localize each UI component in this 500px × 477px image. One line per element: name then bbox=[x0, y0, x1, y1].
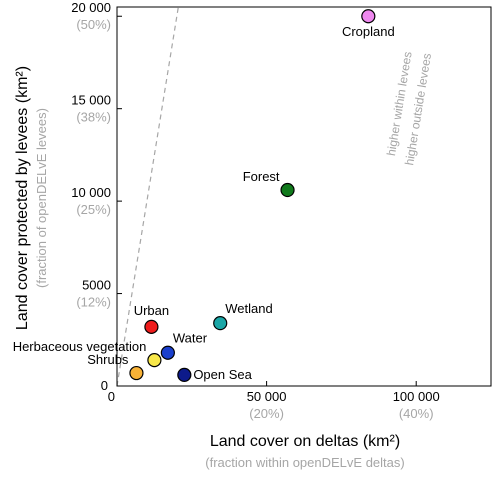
data-point bbox=[129, 365, 144, 381]
data-point-label: Urban bbox=[134, 303, 169, 318]
data-point bbox=[177, 367, 192, 383]
data-point-label: Open Sea bbox=[193, 367, 252, 382]
data-point-label: Wetland bbox=[225, 301, 272, 316]
y-tick-label: 15 000 bbox=[71, 93, 111, 108]
y-ticks: 0 5000 (12%) 10 000 (25%) 15 000 (38%) 20 000 (5… bbox=[71, 0, 122, 393]
data-point-label: Cropland bbox=[342, 24, 395, 39]
x-axis-sublabel: (fraction within openDELvE deltas) bbox=[205, 455, 404, 470]
x-tick-sublabel: (40%) bbox=[399, 406, 434, 421]
y-tick-label: 10 000 bbox=[71, 185, 111, 200]
plot-frame bbox=[116, 6, 492, 387]
x-tick-label: 0 bbox=[108, 389, 115, 404]
x-tick-label: 50 000 bbox=[247, 389, 287, 404]
data-point-label: Water bbox=[173, 331, 208, 346]
x-ticks: 0 50 000 (20%) 100 000 (40%) bbox=[108, 381, 440, 421]
y-tick-label: 20 000 bbox=[71, 0, 111, 15]
data-point bbox=[160, 345, 175, 360]
one-to-one-line bbox=[116, 6, 179, 387]
data-point bbox=[213, 316, 228, 331]
data-point-label: Shrubs bbox=[87, 352, 129, 367]
y-tick-label: 0 bbox=[101, 378, 108, 393]
x-tick-label: 100 000 bbox=[393, 389, 440, 404]
y-axis-sublabel: (fraction of openDELvE levees) bbox=[34, 108, 49, 288]
x-tick-sublabel: (20%) bbox=[249, 406, 284, 421]
data-point bbox=[144, 319, 159, 334]
y-tick-sublabel: (38%) bbox=[76, 110, 111, 125]
y-tick-sublabel: (50%) bbox=[76, 17, 111, 32]
x-axis-label: Land cover on deltas (km²) bbox=[210, 433, 400, 450]
data-point bbox=[280, 182, 295, 198]
y-tick-sublabel: (25%) bbox=[76, 202, 111, 217]
data-point bbox=[147, 353, 162, 368]
y-tick-sublabel: (12%) bbox=[76, 295, 111, 310]
axes bbox=[116, 6, 492, 387]
points-group: Cropland Forest Wetland Urban Water Herbaceou… bbox=[13, 9, 395, 383]
data-point bbox=[361, 9, 376, 24]
y-tick-label: 5000 bbox=[82, 278, 111, 293]
data-point-label: Forest bbox=[243, 169, 280, 184]
y-axis-label: Land cover protected by levees (km²) bbox=[14, 66, 31, 330]
data-point-label: Herbaceous vegetation bbox=[13, 339, 147, 354]
